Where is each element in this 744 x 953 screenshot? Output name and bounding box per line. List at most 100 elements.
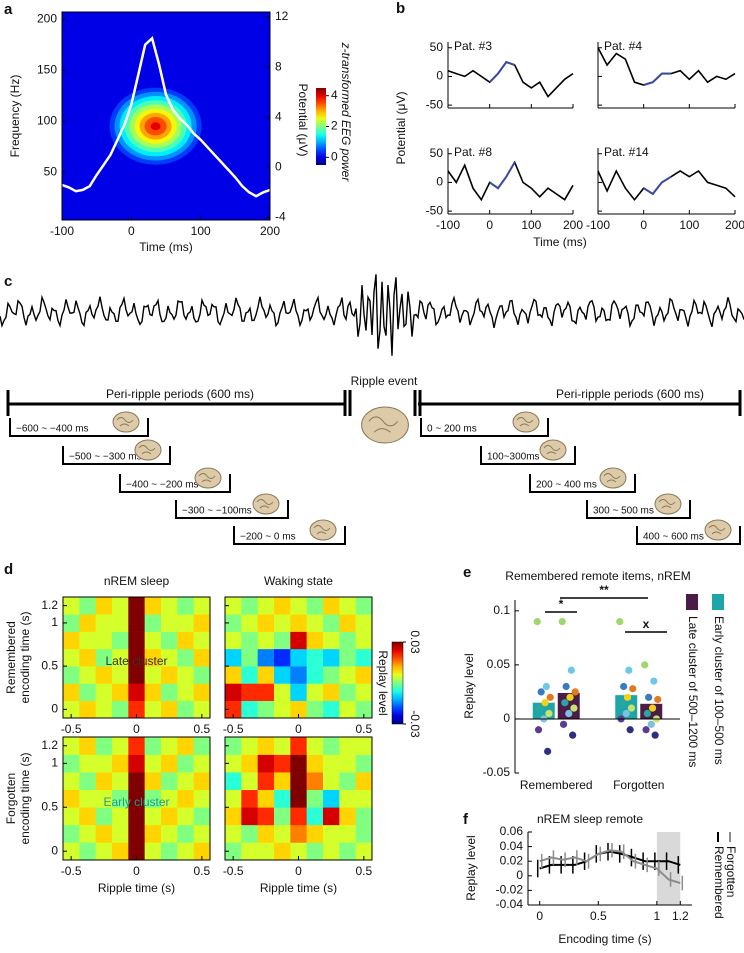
y-axis-label: Frequency (Hz) [8,75,22,158]
colorbar-tick-label: 4 [331,88,338,102]
y-tick-label: 0 [516,868,523,882]
heatmap-cell [257,754,275,773]
heatmap-cell [339,683,356,702]
window-bracket [529,474,636,493]
heatmap-cell [128,824,145,843]
x-tick-label: 0 [640,218,647,232]
subject-point [626,726,634,734]
heatmap-cell [63,772,80,791]
legend-swatch [712,594,724,610]
heatmap-cell [193,666,211,684]
subject-point [534,726,543,734]
cluster-label: Late cluster [105,654,167,668]
heatmap-cell [144,700,162,719]
subject-point [571,688,579,696]
heatmap-cell [339,789,356,808]
axes-box [61,11,271,221]
heatmap-cell [225,597,242,615]
trace [597,169,736,201]
heatmap-cell [306,789,324,808]
heatmap-cell [95,789,113,808]
heatmap-cell [161,700,178,719]
x-axis-label: Ripple time (s) [98,881,175,895]
heatmap-cell [290,666,307,684]
y-axis-label: Potential (μV) [394,92,408,165]
x-tick-label: 0 [128,224,135,238]
heatmap-cell [177,842,194,861]
heatmap-cell [63,789,80,808]
heatmap-cell [79,772,96,791]
window-bracket [62,446,171,465]
heatmap-cell [79,683,96,702]
heatmap-cell [161,824,178,843]
heatmap-cell [112,842,129,861]
heatmap-cell [241,807,258,826]
heatmap-cell [112,631,129,650]
brain-fold [603,473,621,483]
heatmap-cell [128,666,145,684]
ripple-trace [488,60,516,83]
heatmap-cell [339,666,356,684]
brain-fold [516,417,534,427]
subject-point [542,682,550,691]
heatmap-cell [257,842,275,861]
window-label: −500 ~ −300 ms [69,452,142,463]
y-tick-label: 0.5 [41,658,58,672]
y-tick-label: 0.04 [500,839,524,853]
ripple-trace [643,72,672,86]
heatmap-cell [112,737,129,755]
heatmap-cell [63,824,80,843]
brain-fold [313,525,331,535]
window-label: −200 ~ 0 ms [240,532,296,543]
column-title: Waking state [264,574,333,588]
heatmap-cell [274,648,291,667]
heatmap-cell [112,648,129,667]
y-tick-label: -0.02 [496,883,524,897]
y-tick-label: 0 [436,175,443,189]
heatmap-cell [79,631,96,650]
patient-label: Pat. #8 [454,145,492,159]
subject-point [545,709,553,718]
heatmap-cell [306,807,324,826]
heatmap-cell [128,648,145,667]
x-tick-label: 200 [563,218,583,232]
y-tick-label: 1 [51,615,58,629]
x-tick-label: -0.5 [61,722,82,736]
heatmap-cell [241,597,258,615]
heatmap-cell [95,807,113,826]
y-tick-label: 0.02 [500,853,524,867]
y-tick-label: 0.05 [487,657,511,671]
heatmap-cell [290,683,307,702]
heatmap-cell [257,772,275,791]
heatmap-cell [161,807,178,826]
heatmap-cell [274,807,291,826]
heatmap-cell [323,597,340,615]
heatmap-cell [63,807,80,826]
mean-line [539,849,681,885]
heatmap-cell [339,772,356,791]
heatmap-cell [144,614,162,632]
heatmap-cell [257,807,275,826]
heatmap-cell [257,700,275,719]
heatmap-cell [144,807,162,826]
heatmap-cell [144,789,162,808]
window-bracket [420,418,549,437]
heatmap-cell [355,807,373,826]
heatmap-cell [339,648,356,667]
heatmap-cell [274,772,291,791]
heatmap-cell [63,700,80,719]
heatmap-cell [95,648,113,667]
x-tick-label: 1.2 [672,909,689,923]
x-tick-label: 0 [295,722,302,736]
heatmap-cell [241,789,258,808]
row-label: Forgotten [4,773,18,824]
heatmap-cell [257,737,275,755]
heatmap-cell [193,631,211,650]
heatmap-cell [274,754,291,773]
subject-point [618,699,626,707]
colorbar [391,641,404,725]
x-tick-label: 0 [295,864,302,878]
heatmap-cell [95,754,113,773]
heatmap-cell [355,666,373,684]
y-tick-label: 0 [436,69,443,83]
